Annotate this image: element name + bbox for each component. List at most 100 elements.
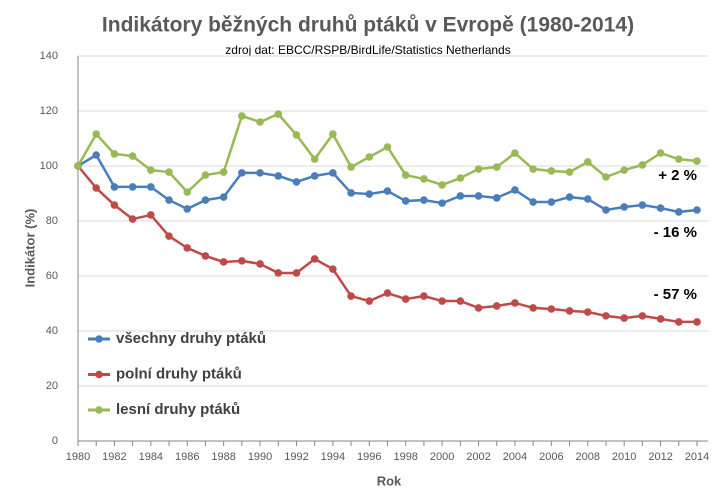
data-point (201, 171, 210, 179)
data-point (474, 165, 483, 173)
data-point (329, 130, 337, 138)
data-point (201, 252, 210, 260)
data-point (529, 304, 537, 312)
data-point (693, 318, 701, 326)
data-point (638, 312, 647, 320)
data-point (420, 292, 428, 300)
data-point (256, 169, 264, 177)
data-point (474, 192, 483, 200)
data-point (219, 193, 228, 201)
data-point (656, 315, 665, 323)
data-point (183, 205, 192, 213)
x-tick-label: 1994 (321, 451, 345, 463)
data-point (238, 257, 246, 265)
annotation: - 57 % (654, 286, 697, 303)
data-point (165, 232, 173, 240)
data-point (238, 112, 246, 120)
data-point (310, 155, 319, 163)
data-point (310, 255, 319, 263)
x-tick-label: 2006 (539, 451, 563, 463)
data-point (401, 197, 410, 205)
data-point (365, 153, 374, 161)
data-point (565, 193, 574, 201)
y-tick-label: 0 (52, 435, 58, 447)
data-point (201, 196, 210, 204)
data-point (274, 172, 283, 180)
data-point (256, 118, 264, 126)
x-tick-label: 2014 (685, 451, 709, 463)
data-point (638, 201, 647, 209)
data-point (547, 305, 556, 313)
data-point (565, 168, 574, 176)
data-point (492, 302, 501, 310)
data-point (110, 201, 119, 209)
data-point (347, 163, 355, 171)
data-point (165, 168, 173, 176)
data-point (547, 167, 556, 175)
data-point (347, 292, 355, 300)
data-point (420, 196, 428, 204)
data-point (92, 184, 101, 192)
data-point (110, 183, 119, 191)
data-point (456, 192, 465, 200)
data-point (219, 168, 228, 176)
x-tick-label: 1984 (139, 451, 163, 463)
x-tick-label: 1988 (211, 451, 235, 463)
x-tick-label: 2004 (503, 451, 527, 463)
data-point (310, 172, 319, 180)
x-tick-label: 1992 (284, 451, 308, 463)
y-axis-label: Indikátor (%) (22, 209, 37, 288)
data-point (529, 165, 537, 173)
y-tick-label: 40 (46, 325, 58, 337)
data-point (529, 198, 537, 206)
data-point (438, 181, 446, 189)
data-point (183, 188, 192, 196)
data-point (292, 131, 301, 139)
data-point (656, 204, 665, 212)
x-axis-label: Rok (377, 473, 402, 488)
legend-marker (95, 335, 103, 343)
data-point (383, 143, 392, 151)
data-point (656, 149, 665, 157)
x-tick-label: 2008 (576, 451, 600, 463)
data-point (256, 260, 264, 268)
data-point (438, 199, 446, 207)
data-point (292, 178, 301, 186)
x-tick-label: 1998 (393, 451, 417, 463)
y-tick-label: 80 (46, 215, 58, 227)
data-point (492, 163, 501, 171)
data-point (583, 158, 592, 166)
data-point (238, 169, 246, 177)
y-tick-label: 140 (40, 50, 58, 62)
x-tick-label: 2002 (466, 451, 490, 463)
data-point (147, 183, 155, 191)
data-point (401, 295, 410, 303)
data-point (365, 297, 374, 305)
legend-marker (95, 370, 103, 379)
annotation: + 2 % (658, 167, 697, 184)
data-point (583, 195, 592, 203)
data-point (456, 297, 465, 305)
y-tick-label: 60 (46, 270, 58, 282)
data-point (365, 190, 374, 198)
data-point (602, 173, 610, 181)
data-point (674, 208, 683, 216)
x-tick-label: 2010 (612, 451, 636, 463)
data-point (347, 189, 355, 197)
data-point (547, 198, 556, 206)
data-point (165, 196, 173, 204)
legend-label: polní druhy ptáků (116, 365, 242, 382)
x-tick-label: 1996 (357, 451, 381, 463)
chart-title: Indikátory běžných druhů ptáků v Evropě … (102, 14, 634, 37)
data-point (128, 215, 137, 223)
y-tick-label: 100 (40, 160, 58, 172)
data-point (383, 289, 392, 297)
legend-label: všechny druhy ptáků (116, 330, 266, 347)
data-point (74, 162, 82, 170)
x-tick-label: 2000 (430, 451, 454, 463)
data-point (329, 169, 337, 177)
data-point (274, 269, 283, 277)
data-point (693, 157, 701, 165)
data-point (620, 314, 628, 322)
